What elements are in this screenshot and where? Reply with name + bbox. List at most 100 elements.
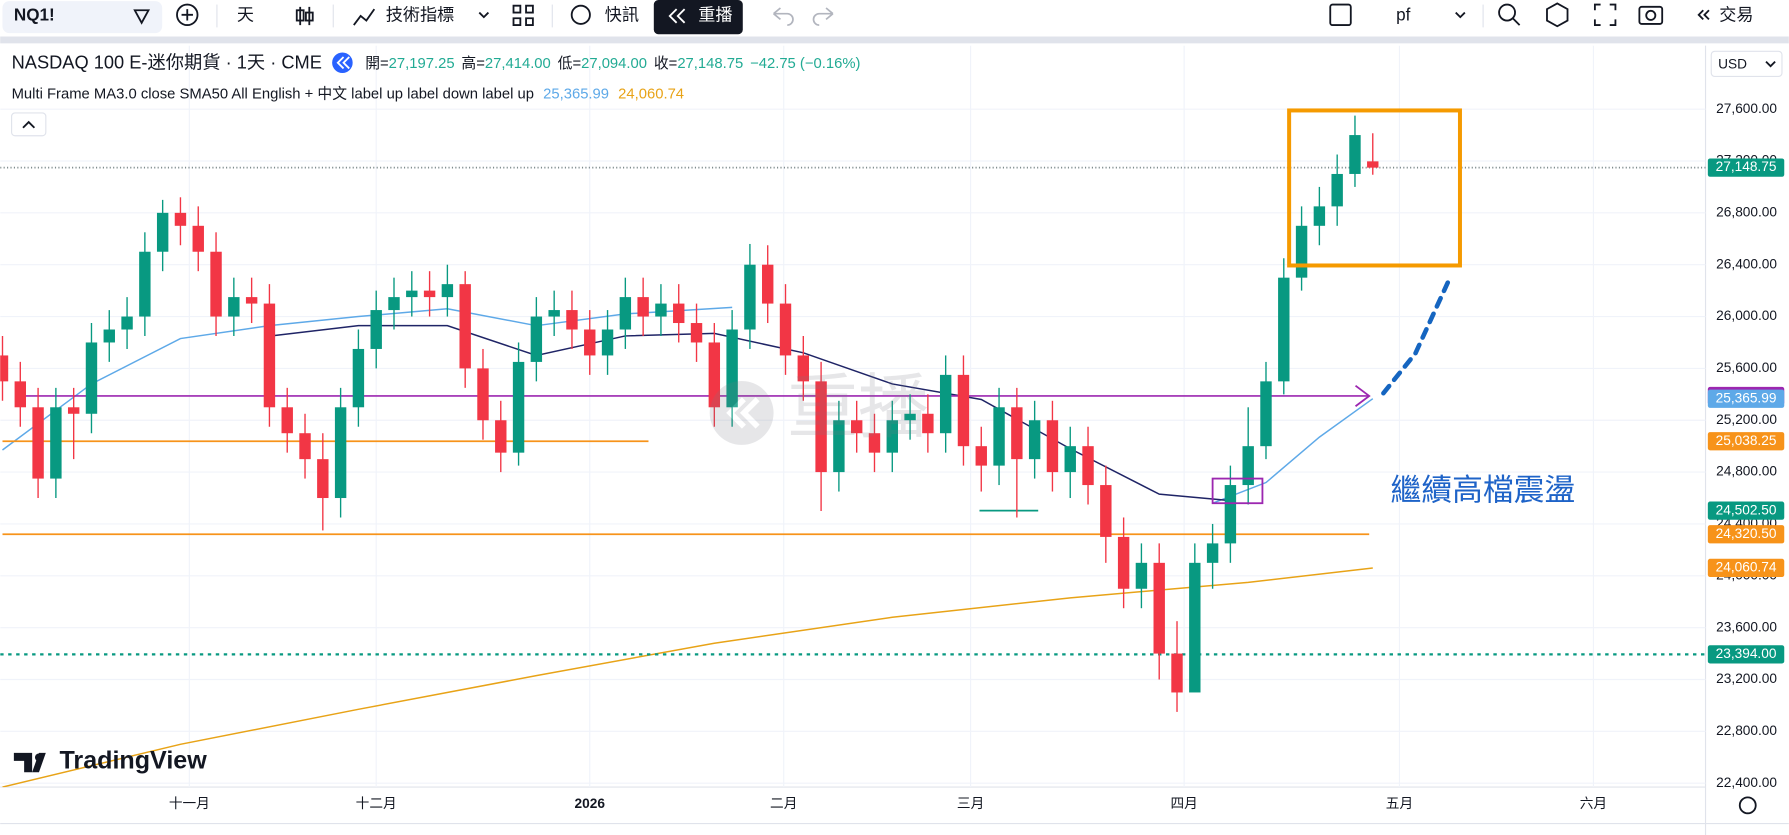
replay-button[interactable]: 重播 <box>698 5 732 24</box>
icon-redo[interactable] <box>812 7 834 26</box>
branding: TradingView <box>13 747 208 775</box>
candle-body <box>512 361 525 453</box>
candle-body <box>1135 562 1148 589</box>
candle-body <box>726 329 738 408</box>
candle-body <box>1082 446 1094 486</box>
legend: NASDAQ 100 E-迷你期貨 · 1天 · CME 開=27,197.25… <box>11 52 861 137</box>
candle-body <box>833 420 845 473</box>
icon-add[interactable] <box>176 3 199 27</box>
candle-body <box>1206 543 1219 563</box>
price-label-bg <box>1707 432 1785 451</box>
price-label-bg <box>1707 645 1785 664</box>
candle-body <box>370 310 382 349</box>
candle-body <box>0 355 9 382</box>
candle-body <box>1367 161 1379 168</box>
candle-body <box>1117 536 1130 589</box>
y-tick-label: 23,600.00 <box>1716 619 1777 634</box>
candle-body <box>850 420 863 434</box>
price-label: 23,394.00 <box>1716 646 1777 661</box>
candle-body <box>1313 206 1326 226</box>
icon-undo[interactable] <box>773 7 794 26</box>
brand-name: TradingView <box>60 747 208 775</box>
candle-body <box>1242 446 1254 486</box>
toolbar-border <box>0 36 1789 44</box>
ohlc-value: 27,414.00 <box>485 56 551 72</box>
candle-body <box>673 303 685 324</box>
icon-layout[interactable] <box>1329 3 1352 27</box>
icon-settings[interactable] <box>1546 2 1569 28</box>
price-label: 24,502.50 <box>1716 502 1777 517</box>
x-tick-label: 十一月 <box>169 796 210 811</box>
candle-body <box>779 303 792 356</box>
ohlc-label: 低= <box>558 55 581 72</box>
currency[interactable]: USD <box>1718 57 1747 72</box>
candle-body <box>957 374 970 447</box>
replay-badge-icon <box>336 56 350 70</box>
layout-name[interactable]: pf <box>1396 5 1411 24</box>
candle-body <box>67 407 80 414</box>
x-tick-label: 四月 <box>1170 796 1197 811</box>
currency-box[interactable] <box>1710 50 1783 77</box>
news-button[interactable]: 快訊 <box>605 5 639 24</box>
candle-body <box>263 303 276 408</box>
price-label: 25,365.99 <box>1716 390 1777 405</box>
icon-fullscreen[interactable] <box>1593 3 1617 27</box>
icon-layouts[interactable] <box>512 4 534 27</box>
icon-diamond[interactable] <box>133 9 151 25</box>
candle-body <box>1011 407 1023 460</box>
candle-body <box>459 284 471 369</box>
candle-body <box>744 264 756 330</box>
candle-body <box>495 420 507 453</box>
icon-chevron[interactable] <box>1455 11 1466 19</box>
price-label: 24,060.74 <box>1716 560 1777 575</box>
candle-body <box>1224 485 1237 544</box>
candle-body <box>868 433 881 453</box>
annotation-box <box>1287 108 1462 268</box>
indicators-button[interactable]: 技術指標 <box>386 5 454 24</box>
icon-indicators[interactable] <box>353 8 376 26</box>
icon-candle-b <box>304 11 314 22</box>
interval[interactable]: 天 <box>237 5 254 24</box>
ohlc-label: 高= <box>461 55 484 72</box>
watermark-text: 重播 <box>787 368 928 447</box>
candle-body <box>423 290 436 298</box>
axes: 22,400.00 22,800.00 23,200.00 23,600.00 24,0… <box>169 101 1785 811</box>
candle-body <box>245 297 258 304</box>
y-tick-label: 23,200.00 <box>1716 671 1777 686</box>
icon-chevron[interactable] <box>478 11 490 19</box>
icon-add-plus <box>181 9 193 21</box>
x-tick-label: 2026 <box>575 796 606 811</box>
candle-body <box>993 407 1005 466</box>
annotation-box <box>1211 477 1264 505</box>
candle-body <box>299 433 311 460</box>
icon-replay <box>668 8 686 24</box>
candle-body <box>1295 225 1308 278</box>
icon-camera[interactable] <box>1638 5 1664 25</box>
indicator-legend: Multi Frame MA3.0 close SMA50 All Englis… <box>12 86 684 103</box>
candle-body <box>317 459 329 499</box>
candle-body <box>210 251 222 317</box>
icon-alert[interactable] <box>570 4 591 25</box>
candle-body <box>655 303 667 317</box>
candle-body <box>1260 381 1272 447</box>
x-tick-label: 二月 <box>770 796 797 811</box>
trade-button[interactable]: 交易 <box>1719 5 1753 24</box>
annotation-curve <box>1381 276 1452 396</box>
y-tick-label: 26,800.00 <box>1716 204 1777 219</box>
icon-candle-a <box>295 9 305 22</box>
icon-search[interactable] <box>1498 3 1516 22</box>
y-tick-label: 25,200.00 <box>1716 412 1777 427</box>
watermark: 重播 <box>709 368 929 447</box>
candle-body <box>388 297 400 311</box>
candle-body <box>939 374 952 434</box>
symbol-box[interactable] <box>2 1 163 34</box>
candle-body <box>32 407 44 479</box>
icon-axis-settings[interactable] <box>1738 796 1757 815</box>
candle-body <box>50 407 62 479</box>
candle-body <box>14 381 26 408</box>
collapse-button[interactable] <box>11 112 47 137</box>
moving-average <box>2 306 1374 504</box>
symbol[interactable]: NQ1! <box>14 5 55 24</box>
candle-body <box>174 212 187 226</box>
